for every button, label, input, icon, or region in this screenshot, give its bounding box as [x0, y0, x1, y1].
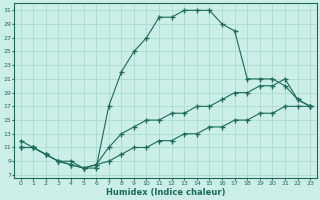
X-axis label: Humidex (Indice chaleur): Humidex (Indice chaleur): [106, 188, 225, 197]
